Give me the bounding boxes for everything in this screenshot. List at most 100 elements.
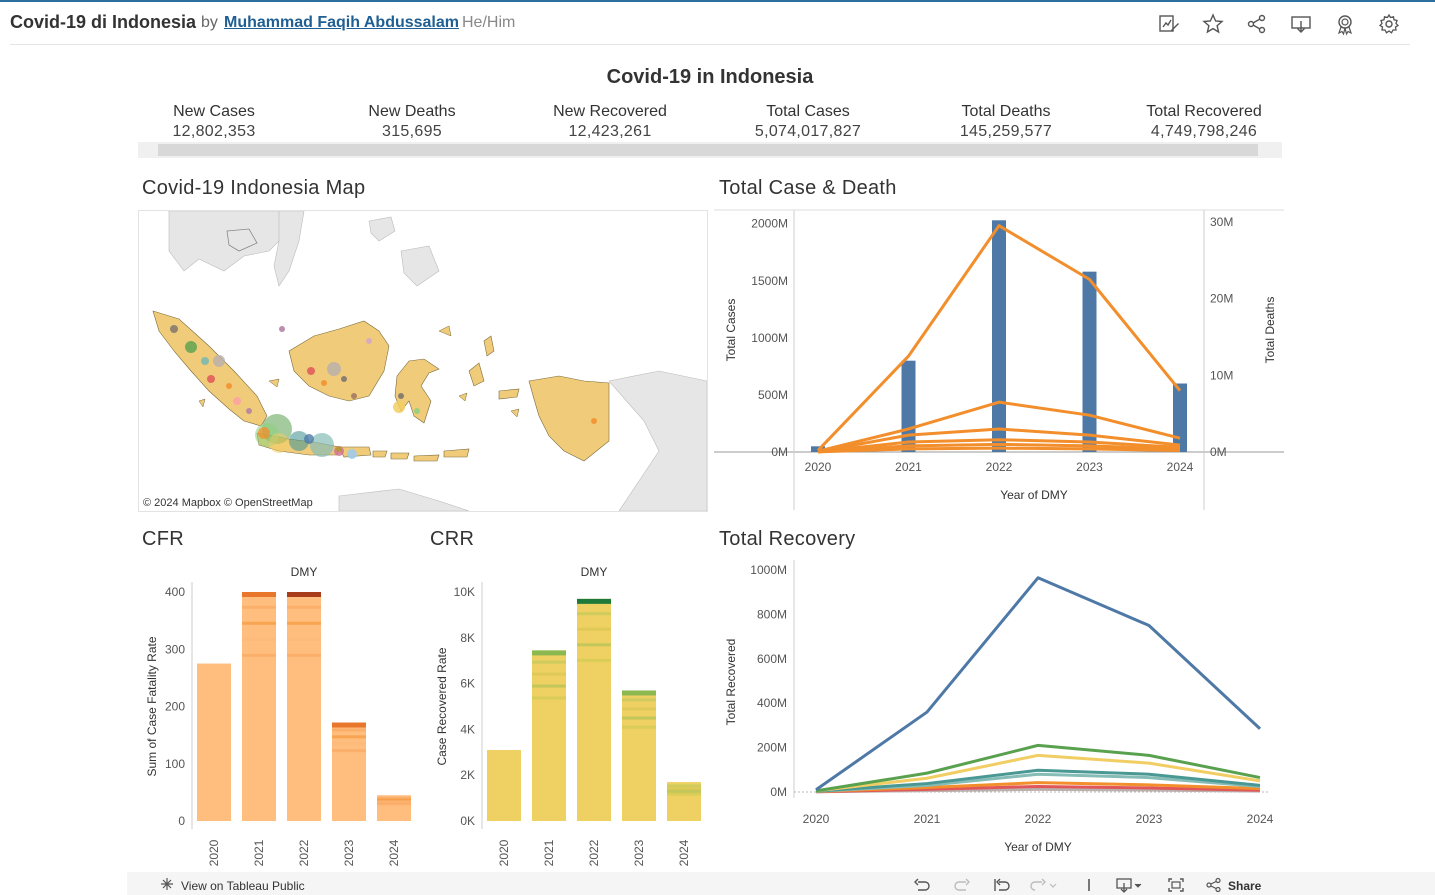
bar-top-segment [622, 690, 656, 696]
x-tick-label: 2022 [1025, 812, 1052, 826]
y2-tick-label: 30M [1210, 215, 1233, 229]
x-tick-label: 2023 [1136, 812, 1163, 826]
bar-stripe [332, 728, 366, 732]
y-tick-label: 1000M [750, 563, 787, 577]
case-death-svg: 0M 500M 1000M 1500M 2000M 0M 10M 20M 30M 2020 2021… [714, 209, 1284, 510]
bar-stripe [622, 716, 656, 720]
bar-stripe [242, 637, 276, 641]
x-axis-title: Year of DMY [1004, 840, 1072, 854]
x-tick-label: 2023 [342, 839, 356, 866]
y-tick-label: 200M [757, 741, 787, 755]
y-axis-title: Case Recovered Rate [435, 647, 449, 765]
crr-title: CRR [430, 528, 475, 550]
case-death-chart[interactable]: 0M 500M 1000M 1500M 2000M 0M 10M 20M 30M 2020 2021… [714, 209, 1284, 510]
y-tick-label: 2K [460, 768, 475, 782]
y2-tick-label: 10M [1210, 368, 1233, 382]
y-tick-label: 0M [771, 445, 788, 459]
pause-icon[interactable] [1083, 877, 1101, 893]
bar-stripe [577, 612, 611, 616]
share-small-icon[interactable] [1205, 877, 1223, 893]
kpi-value: 145,259,577 [959, 123, 1053, 140]
indonesia-map[interactable]: © 2024 Mapbox © OpenStreetMap [138, 210, 708, 512]
share-icon[interactable] [1245, 12, 1269, 36]
view-on-tableau-link[interactable]: View on Tableau Public [181, 879, 305, 893]
kpi-total-cases: Total Cases 5,074,017,827 [728, 103, 888, 141]
star-icon[interactable] [1201, 12, 1225, 36]
y2-tick-label: 20M [1210, 292, 1233, 306]
bar-stripe [667, 784, 701, 788]
download-icon[interactable] [1289, 12, 1313, 36]
bar-stripe [332, 742, 366, 746]
download-menu-icon[interactable] [1115, 877, 1143, 893]
recovery-chart[interactable]: 0M 200M 400M 600M 800M 1000M 2020 2021 2022 2023 2… [714, 560, 1284, 860]
bar-top-segment [332, 722, 366, 728]
crr-chart[interactable]: DMY 0K 2K 4K 6K 8K 10K 2020 2021 2022 2023 2024 Case… [428, 560, 710, 866]
bar-stripe [577, 658, 611, 662]
kpi-label: Total Deaths [961, 103, 1051, 120]
y-tick-label: 10K [454, 585, 475, 599]
viz-header: Covid-19 di Indonesia by Muhammad Faqih … [0, 2, 1435, 44]
y-tick-label: 0K [460, 814, 475, 828]
undo-icon[interactable] [913, 877, 931, 893]
recovery-series-line [815, 768, 1261, 793]
bar-stripe [577, 643, 611, 647]
cfr-title: CFR [142, 528, 185, 550]
fullscreen-icon[interactable] [1167, 877, 1185, 893]
share-button[interactable]: Share [1228, 879, 1262, 893]
y2-tick-label: 0M [1210, 445, 1227, 459]
kpi-label: New Recovered [553, 103, 667, 120]
line-total-deaths [817, 427, 1181, 454]
redo-icon[interactable] [953, 877, 971, 893]
x-tick-label: 2022 [297, 839, 311, 866]
edit-icon[interactable] [1157, 12, 1181, 36]
y-tick-label: 4K [460, 722, 475, 736]
x-tick-label: 2024 [387, 839, 401, 866]
crr-svg: DMY 0K 2K 4K 6K 8K 10K 2020 2021 2022 2023 2024 Case… [435, 565, 701, 866]
bar-stripe [287, 621, 321, 625]
bar-stripe [287, 637, 321, 641]
bar-top-segment [532, 650, 566, 656]
kpi-new-recovered: New Recovered 12,423,261 [530, 103, 690, 141]
header-divider [10, 44, 1410, 45]
map-credit: © 2024 Mapbox © OpenStreetMap [143, 497, 313, 509]
y-tick-label: 6K [460, 677, 475, 691]
author-link[interactable]: Muhammad Faqih Abdussalam [224, 14, 459, 31]
x-tick-label: 2024 [1167, 460, 1194, 474]
revert-icon[interactable] [993, 877, 1011, 893]
x-tick-label: 2021 [914, 812, 941, 826]
kpi-value: 5,074,017,827 [754, 123, 862, 140]
y-tick-label: 8K [460, 631, 475, 645]
bar-stripe [622, 698, 656, 702]
bar-stripe [667, 792, 701, 796]
y2-axis-title: Total Deaths [1263, 297, 1277, 364]
y-axis-title: Total Recovered [724, 639, 738, 726]
bar-total-cases [1082, 271, 1097, 452]
kpi-label: Total Recovered [1146, 103, 1262, 120]
bar-segment [242, 592, 276, 821]
bar-stripe [377, 798, 411, 802]
bar-stripe [242, 605, 276, 609]
badge-icon[interactable] [1333, 12, 1357, 36]
bar-segment [287, 592, 321, 821]
settings-icon[interactable] [1377, 12, 1401, 36]
kpi-total-recovered: Total Recovered 4,749,798,246 [1124, 103, 1284, 141]
bar-stripe [577, 627, 611, 631]
case-death-title: Total Case & Death [719, 177, 897, 199]
x-tick-label: 2022 [587, 839, 601, 866]
kpi-new-deaths: New Deaths 315,695 [332, 103, 492, 141]
bar-segment [332, 722, 366, 821]
bar-stripe [377, 802, 411, 806]
x-tick-label: 2020 [497, 839, 511, 866]
y-tick-label: 0M [770, 785, 787, 799]
x-tick-label: 2021 [252, 839, 266, 866]
refresh-icon[interactable] [1029, 877, 1057, 893]
line-total-deaths [817, 400, 1181, 453]
cfr-chart[interactable]: DMY 0 100 200 300 400 2020 2021 2022 2023 2024 Sum … [138, 560, 420, 866]
bar-top-segment [287, 592, 321, 597]
line-total-deaths [816, 224, 1182, 452]
bar-stripe [242, 621, 276, 625]
bar-stripe [242, 653, 276, 657]
kpi-scrollbar-thumb[interactable] [158, 144, 1258, 156]
recovery-series-line [815, 576, 1262, 792]
kpi-value: 315,695 [382, 123, 442, 140]
